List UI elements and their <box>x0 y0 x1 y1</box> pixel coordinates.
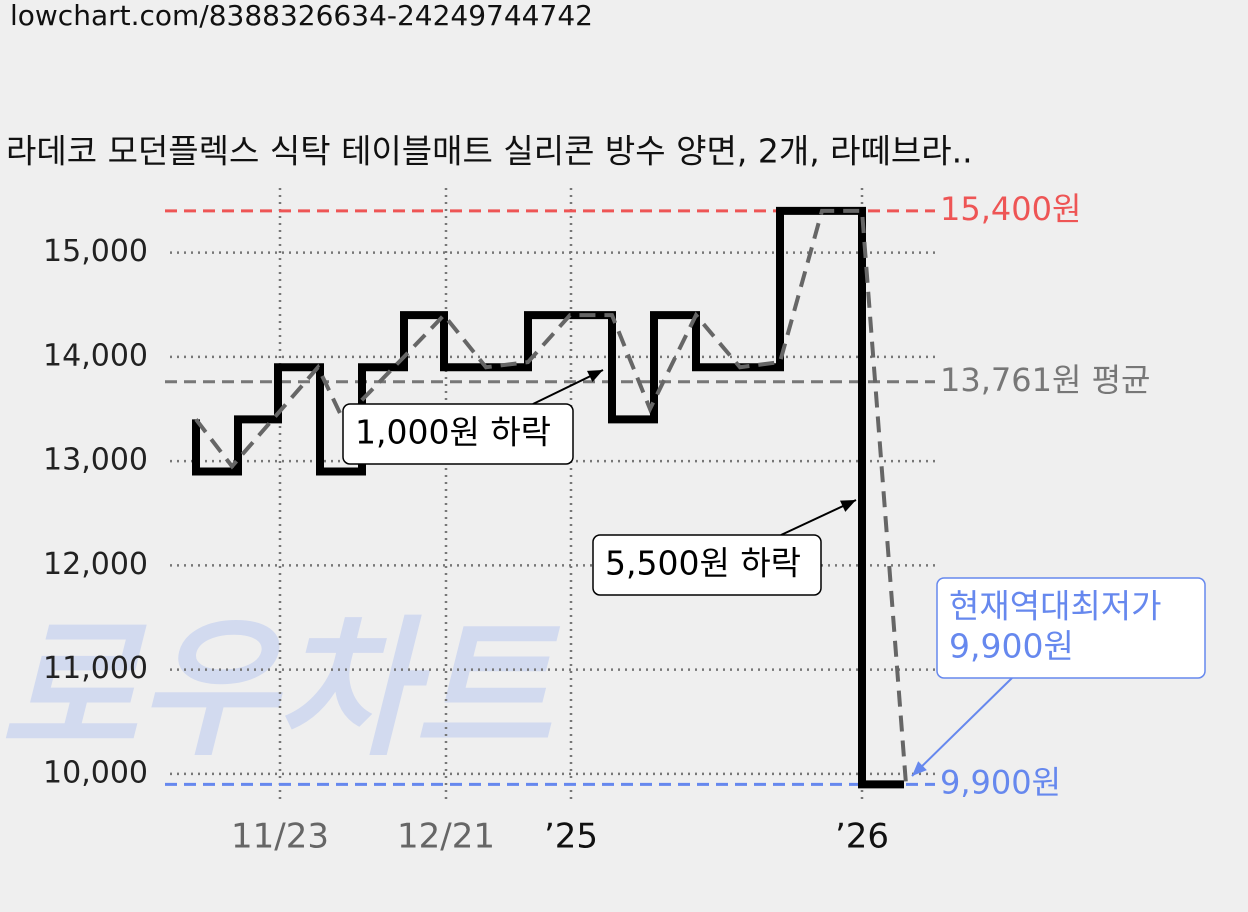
annotation-text: 1,000원 하락 <box>355 413 551 452</box>
reference-label: 13,761원 평균 <box>940 361 1150 399</box>
y-tick-label: 11,000 <box>43 651 148 686</box>
arrow-head <box>587 370 603 383</box>
y-tick-label: 15,000 <box>43 234 148 269</box>
annotation-box <box>342 403 574 465</box>
reference-label: 9,900원 <box>940 763 1061 801</box>
arrow-head <box>840 500 856 512</box>
y-tick-label: 12,000 <box>43 547 148 582</box>
arrow-head <box>912 761 927 776</box>
y-tick-label: 10,000 <box>43 755 148 790</box>
annotation-text: 5,500원 하락 <box>605 544 801 583</box>
annotation-box <box>936 577 1206 679</box>
price-line <box>194 208 908 785</box>
price-line <box>192 206 904 789</box>
annotation: 1,000원 하락 <box>342 369 604 465</box>
reference-label: 15,400원 <box>940 190 1081 228</box>
annotation-text: 현재역대최저가 <box>949 587 1162 626</box>
chart-title: 라데코 모던플렉스 식탁 테이블매트 실리콘 방수 양면, 2개, 라떼브라.. <box>6 132 973 171</box>
x-tick-label: ’25 <box>544 817 598 857</box>
x-tick-label: 11/23 <box>231 817 329 857</box>
annotation: 5,500원 하락 <box>592 499 857 596</box>
annotation-text: 9,900원 <box>949 627 1074 666</box>
annotation-box <box>592 534 822 596</box>
x-tick-label: 12/21 <box>397 817 495 857</box>
annotation-arrow <box>911 677 1013 777</box>
y-tick-label: 13,000 <box>43 443 148 478</box>
page-url: lowchart.com/8388326634-24249744742 <box>10 0 593 32</box>
y-tick-label: 14,000 <box>43 338 148 373</box>
x-tick-label: ’26 <box>835 817 889 857</box>
